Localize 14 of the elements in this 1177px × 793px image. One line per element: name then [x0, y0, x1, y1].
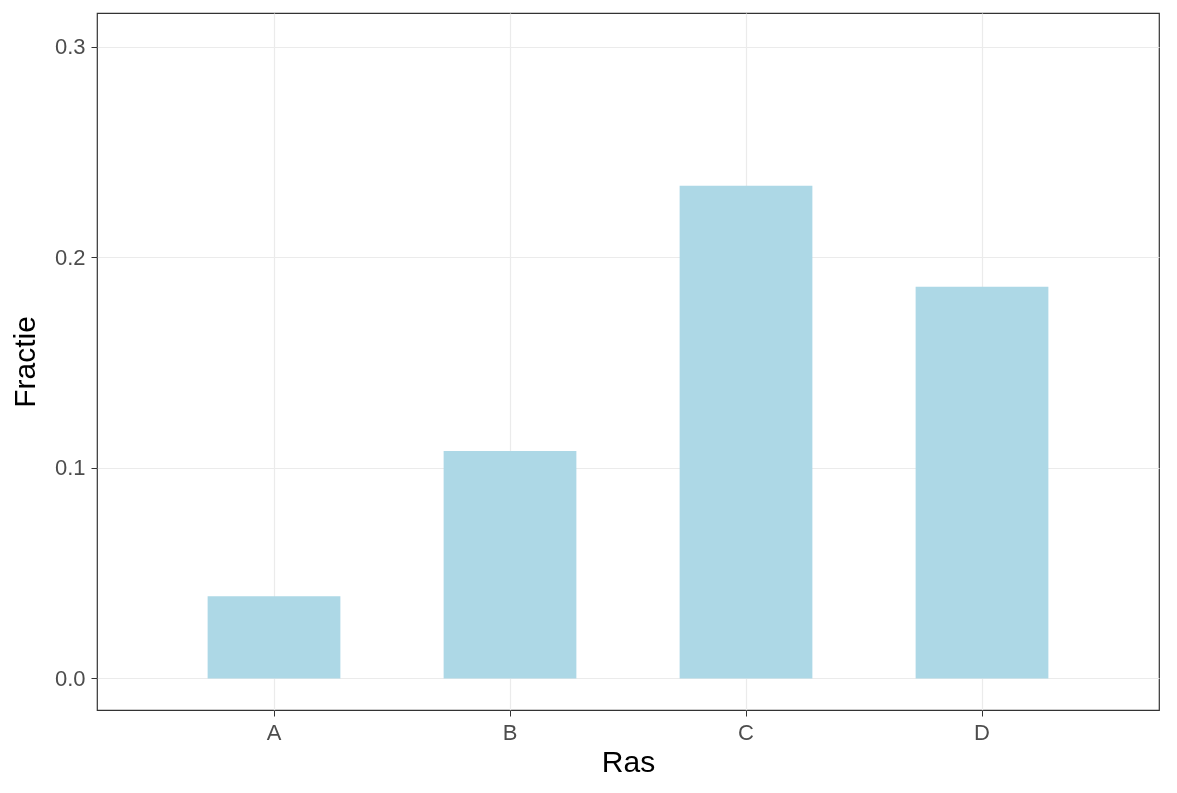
y-tick-label: 0.3 [54, 34, 86, 60]
y-axis-title: Fractie [7, 316, 41, 408]
y-tick-label: 0.0 [54, 665, 86, 691]
bar [679, 185, 813, 679]
bar [443, 450, 577, 679]
bar [915, 286, 1049, 679]
x-tick-label: D [974, 719, 990, 745]
y-tick-label: 0.1 [54, 455, 86, 481]
x-axis-title: Ras [601, 744, 656, 778]
bar [207, 596, 341, 679]
x-tick-label: C [738, 719, 755, 745]
x-tick-label: A [266, 719, 282, 745]
y-tick-label: 0.2 [54, 244, 86, 270]
x-tick-label: B [502, 719, 518, 745]
